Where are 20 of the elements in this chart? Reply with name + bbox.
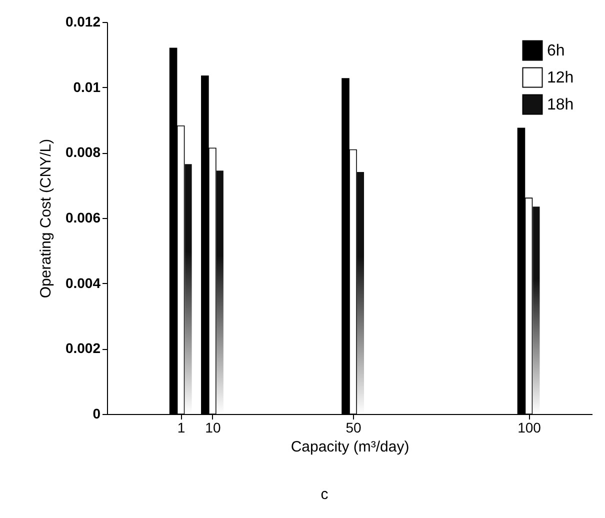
bar — [216, 170, 224, 414]
y-tick-label: 0.008 — [65, 144, 101, 160]
bar — [532, 206, 540, 414]
y-tick-label: 0.01 — [73, 78, 101, 95]
legend-label: 6h — [547, 42, 565, 60]
x-tick-label: 10 — [205, 420, 221, 436]
x-tick-label: 50 — [346, 420, 362, 436]
x-tick-label: 100 — [518, 420, 542, 436]
y-tick-label: 0.006 — [65, 210, 101, 226]
x-tick-label: 1 — [177, 420, 186, 436]
legend-label: 12h — [547, 70, 574, 86]
y-tick-label: 0.012 — [65, 14, 101, 30]
legend-label: 18h — [547, 96, 574, 114]
y-tick-label: 0 — [92, 406, 101, 422]
bar — [184, 164, 192, 414]
x-axis-title: Capacity (m³/day) — [290, 438, 410, 456]
text: c — [320, 486, 329, 503]
y-tick-label: 0.004 — [65, 274, 101, 291]
y-axis-title: Operating Cost (CNY/L) — [37, 138, 54, 298]
y-tick-label: 0.002 — [65, 340, 101, 356]
